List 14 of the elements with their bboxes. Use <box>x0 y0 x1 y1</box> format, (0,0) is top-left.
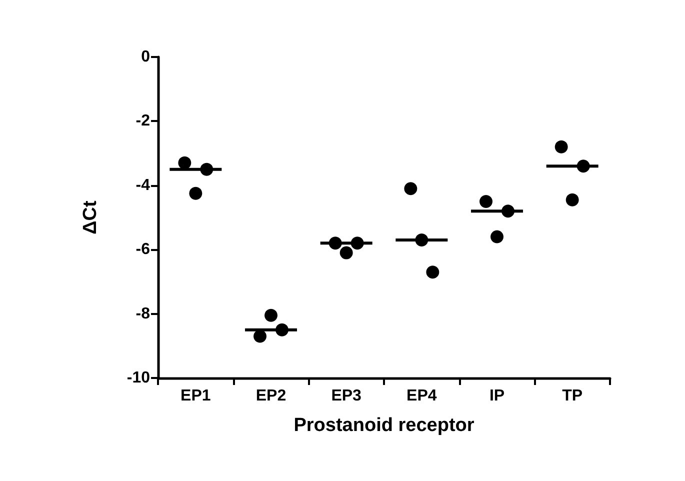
y-tick-label: -2 <box>136 112 150 130</box>
y-tick-label: 0 <box>141 48 150 66</box>
y-tick-label: -6 <box>136 241 150 258</box>
x-tick-label: TP <box>562 388 583 404</box>
x-axis-title: Prostanoid receptor <box>294 415 475 436</box>
x-tick-label: EP2 <box>256 388 286 404</box>
y-tick-label: -8 <box>136 305 150 322</box>
y-tick-label: -4 <box>136 176 150 194</box>
x-tick-label: EP3 <box>331 388 362 404</box>
x-tick-label: EP1 <box>180 388 211 404</box>
x-tick-label: IP <box>489 388 505 404</box>
x-tick-label: EP4 <box>406 388 437 404</box>
y-axis-title: ΔCt <box>80 200 101 234</box>
y-tick-label: -10 <box>126 370 150 386</box>
